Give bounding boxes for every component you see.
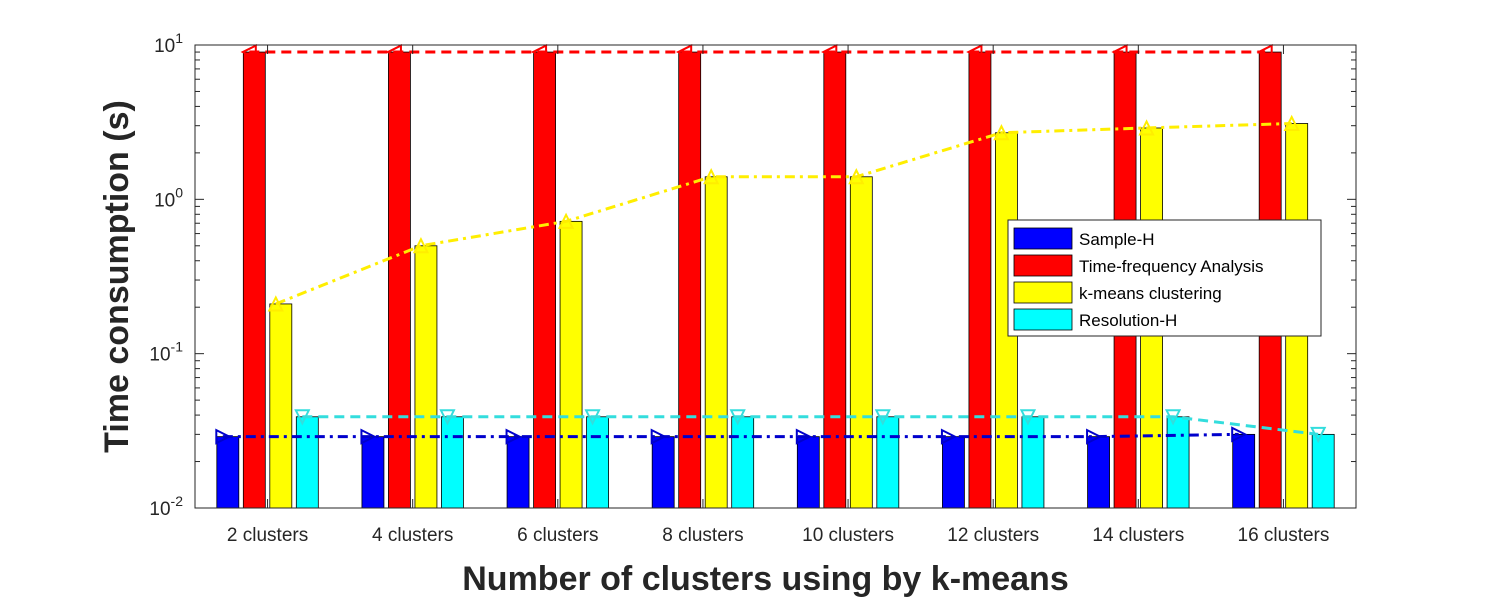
bar-resolution-h-5 <box>876 416 900 509</box>
x-tick-label: 14 clusters <box>1092 525 1184 546</box>
marker-resolution-h-5 <box>874 409 891 426</box>
marker-time-frequency-analysis-7 <box>1111 43 1128 61</box>
marker-time-frequency-analysis-2 <box>385 43 402 61</box>
marker-time-frequency-analysis-8 <box>1256 43 1273 61</box>
marker-sample-h-8 <box>1231 426 1248 443</box>
marker-k-means-clustering-5 <box>848 168 865 185</box>
marker-k-means-clustering-6 <box>993 124 1010 141</box>
x-tick-label: 4 clusters <box>372 525 453 546</box>
x-tick-label: 16 clusters <box>1238 525 1330 546</box>
marker-k-means-clustering-8 <box>1283 114 1300 131</box>
marker-sample-h-5 <box>795 428 813 445</box>
bar-resolution-h-1 <box>295 416 319 509</box>
legend-swatch <box>1013 254 1073 277</box>
marker-time-frequency-analysis-6 <box>966 43 983 61</box>
legend-label: Sample-H <box>1079 230 1155 249</box>
marker-k-means-clustering-3 <box>557 212 575 229</box>
marker-resolution-h-7 <box>1164 409 1182 426</box>
y-tick-label: 10-2 <box>149 493 183 520</box>
legend-swatch <box>1013 227 1073 250</box>
marker-resolution-h-2 <box>439 409 456 426</box>
x-tick-label: 8 clusters <box>662 525 743 546</box>
marker-resolution-h-8 <box>1310 426 1327 444</box>
bar-resolution-h-3 <box>586 416 609 509</box>
marker-sample-h-2 <box>360 428 377 445</box>
bar-time-frequency-analysis-5 <box>823 51 847 509</box>
bars-layer <box>216 51 1335 509</box>
marker-sample-h-4 <box>650 428 667 445</box>
marker-resolution-h-4 <box>729 409 746 426</box>
plot-frame <box>194 44 1357 509</box>
bar-sample-h-8 <box>1232 433 1256 509</box>
y-axis: 10-2 10-1 100 101 <box>149 30 1356 520</box>
legend: Sample-H Time-frequency Analysis k-means c… <box>1007 219 1322 337</box>
bar-k-means-clustering-4 <box>704 176 728 509</box>
marker-resolution-h-6 <box>1019 409 1037 426</box>
line-sample-h <box>222 432 1239 439</box>
bar-resolution-h-8 <box>1311 433 1335 509</box>
bar-sample-h-2 <box>361 436 385 509</box>
marker-sample-h-7 <box>1086 428 1103 445</box>
marker-sample-h-6 <box>940 428 958 445</box>
marker-time-frequency-analysis-1 <box>240 43 257 61</box>
bar-k-means-clustering-1 <box>269 303 293 509</box>
x-tick-label: 2 clusters <box>227 525 308 546</box>
bar-k-means-clustering-3 <box>559 220 583 509</box>
legend-swatch <box>1013 308 1073 331</box>
x-tick-label: 12 clusters <box>947 525 1039 546</box>
marker-time-frequency-analysis-3 <box>530 43 548 61</box>
legend-label: Time-frequency Analysis <box>1079 257 1264 276</box>
bar-sample-h-1 <box>216 436 240 509</box>
legend-label: k-means clustering <box>1079 284 1222 303</box>
x-axis: 2 clusters 4 clusters 6 clusters 8 clusters… <box>227 45 1329 546</box>
bar-time-frequency-analysis-6 <box>968 51 992 509</box>
marker-resolution-h-1 <box>294 409 311 426</box>
x-axis-label: Number of clusters using by k-means <box>462 560 1069 598</box>
y-tick-label: 10-1 <box>149 339 183 366</box>
bar-resolution-h-6 <box>1021 416 1045 509</box>
y-tick-label: 101 <box>154 30 183 57</box>
marker-time-frequency-analysis-5 <box>821 43 838 61</box>
legend-swatch <box>1013 281 1073 304</box>
marker-sample-h-3 <box>505 428 522 445</box>
bar-resolution-h-7 <box>1166 416 1190 509</box>
bar-time-frequency-analysis-1 <box>242 51 266 509</box>
line-resolution-h <box>302 415 1319 436</box>
bar-time-frequency-analysis-4 <box>678 51 702 509</box>
bar-time-frequency-analysis-3 <box>533 51 556 509</box>
y-axis-label: Time consumption (s) <box>98 100 136 453</box>
x-tick-label: 6 clusters <box>517 525 598 546</box>
marker-resolution-h-3 <box>584 409 601 426</box>
x-tick-label: 10 clusters <box>802 525 894 546</box>
marker-k-means-clustering-2 <box>412 237 430 254</box>
bar-sample-h-6 <box>942 436 965 509</box>
bar-k-means-clustering-5 <box>849 176 873 509</box>
marker-k-means-clustering-4 <box>703 168 720 185</box>
legend-label: Resolution-H <box>1079 311 1177 330</box>
marker-k-means-clustering-1 <box>267 295 284 312</box>
marker-sample-h-1 <box>215 428 232 445</box>
bar-sample-h-3 <box>506 436 530 509</box>
y-tick-label: 100 <box>154 184 183 211</box>
bar-resolution-h-2 <box>441 416 464 509</box>
bar-sample-h-7 <box>1087 436 1110 509</box>
bar-resolution-h-4 <box>731 416 755 509</box>
bar-sample-h-5 <box>796 436 820 509</box>
lines-layer <box>215 43 1327 445</box>
bar-k-means-clustering-2 <box>414 245 438 509</box>
bar-time-frequency-analysis-2 <box>388 51 411 509</box>
bar-sample-h-4 <box>651 436 675 509</box>
marker-k-means-clustering-7 <box>1138 119 1155 136</box>
marker-time-frequency-analysis-4 <box>675 43 693 61</box>
